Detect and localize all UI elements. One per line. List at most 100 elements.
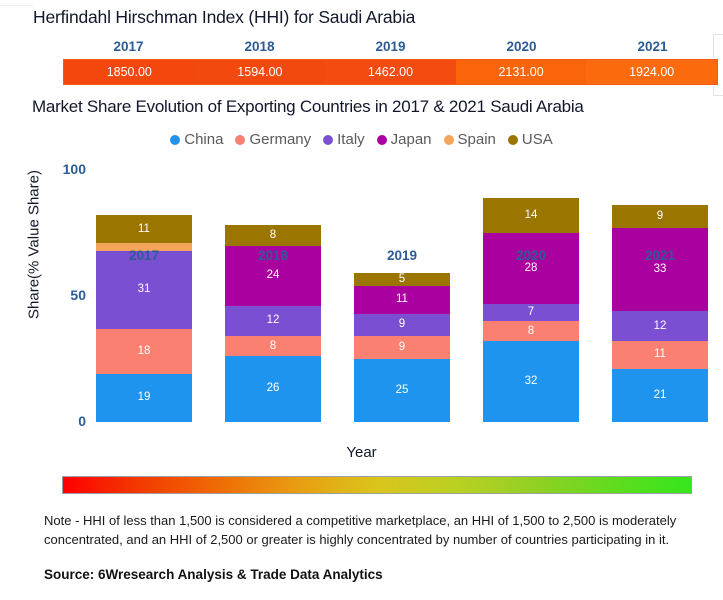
chart-title: Market Share Evolution of Exporting Coun… xyxy=(32,97,584,116)
hhi-concentration-scale-bar xyxy=(62,476,692,494)
x-axis-tick-2018: 2018 xyxy=(257,248,289,263)
bar-segment-germany-2020[interactable]: 8 xyxy=(483,321,579,342)
hhi-value-2018: 1594.00 xyxy=(194,60,326,84)
bar-value-label: 7 xyxy=(527,305,535,318)
legend-swatch-spain-icon xyxy=(443,134,454,145)
bar-value-label: 18 xyxy=(137,344,151,357)
bar-value-label: 9 xyxy=(398,340,406,353)
legend-item-usa[interactable]: USA xyxy=(507,131,553,148)
x-axis-tick-2019: 2019 xyxy=(386,248,418,263)
bar-stack-2017[interactable]: 19 18 31 11 xyxy=(96,215,192,422)
bar-value-label: 8 xyxy=(269,339,277,352)
bar-segment-china-2017[interactable]: 19 xyxy=(96,374,192,422)
bar-group-2018: 26 8 12 24 8 2018 xyxy=(225,225,321,422)
legend-item-japan[interactable]: Japan xyxy=(376,131,432,148)
bar-stack-2019[interactable]: 25 9 9 11 5 xyxy=(354,273,450,422)
legend-item-spain[interactable]: Spain xyxy=(443,131,496,148)
bar-value-label: 11 xyxy=(396,293,408,306)
bar-value-label: 19 xyxy=(137,391,151,404)
bar-segment-japan-2020[interactable]: 28 xyxy=(483,233,579,304)
legend-label: Japan xyxy=(390,131,432,148)
x-axis-tick-2021: 2021 xyxy=(644,248,676,263)
legend-item-china[interactable]: China xyxy=(170,131,223,148)
bar-group-2021: 21 11 12 33 9 2021 xyxy=(612,205,708,422)
hhi-value-band: 1850.00 1594.00 1462.00 2131.00 1924.00 xyxy=(63,59,718,85)
bar-value-label: 33 xyxy=(653,262,667,275)
bar-segment-germany-2019[interactable]: 9 xyxy=(354,336,450,359)
bar-value-label: 12 xyxy=(266,314,280,327)
legend-label: Spain xyxy=(457,131,496,148)
legend-label: Germany xyxy=(249,131,312,148)
hhi-year-header-row: 2017 2018 2019 2020 2021 xyxy=(63,36,718,58)
hhi-year-2020: 2020 xyxy=(506,39,537,54)
bar-value-label: 25 xyxy=(395,383,409,396)
x-axis-tick-2017: 2017 xyxy=(128,248,160,263)
legend-swatch-usa-icon xyxy=(507,134,518,145)
bar-value-label: 24 xyxy=(266,269,280,282)
bar-segment-japan-2019[interactable]: 11 xyxy=(354,285,450,314)
legend-swatch-japan-icon xyxy=(376,134,387,145)
bar-value-label: 8 xyxy=(269,228,277,241)
source-text: Source: 6Wresearch Analysis & Trade Data… xyxy=(44,567,383,582)
bar-value-label: 11 xyxy=(654,348,666,361)
y-axis-tick-100: 100 xyxy=(62,161,86,177)
bar-segment-china-2019[interactable]: 25 xyxy=(354,359,450,422)
bar-segment-germany-2017[interactable]: 18 xyxy=(96,328,192,375)
legend-swatch-germany-icon xyxy=(235,134,246,145)
bar-segment-italy-2017[interactable]: 31 xyxy=(96,250,192,329)
bar-segment-usa-2019[interactable]: 5 xyxy=(354,273,450,286)
bar-segment-japan-2021[interactable]: 33 xyxy=(612,227,708,312)
legend-label: USA xyxy=(521,131,553,148)
bar-value-label: 14 xyxy=(524,208,538,221)
bar-segment-italy-2020[interactable]: 7 xyxy=(483,303,579,322)
bar-stack-2021[interactable]: 21 11 12 33 9 xyxy=(612,205,708,422)
hhi-year-2021: 2021 xyxy=(637,39,668,54)
bar-segment-usa-2018[interactable]: 8 xyxy=(225,225,321,246)
legend-swatch-italy-icon xyxy=(323,134,334,145)
bar-segment-china-2018[interactable]: 26 xyxy=(225,356,321,422)
bar-segment-germany-2021[interactable]: 11 xyxy=(612,341,708,370)
bar-segment-usa-2020[interactable]: 14 xyxy=(483,197,579,234)
x-axis-tick-2020: 2020 xyxy=(515,248,547,263)
top-edge-artifact xyxy=(0,0,34,6)
bar-value-label: 32 xyxy=(524,374,538,387)
bar-group-2020: 32 8 7 28 14 2020 xyxy=(483,197,579,422)
bar-value-label: 26 xyxy=(266,382,280,395)
bar-stack-2018[interactable]: 26 8 12 24 8 xyxy=(225,225,321,422)
bar-segment-spain-2017[interactable] xyxy=(96,243,192,251)
bar-value-label: 9 xyxy=(398,318,406,331)
hhi-value-2017: 1850.00 xyxy=(64,60,195,84)
bar-segment-italy-2019[interactable]: 9 xyxy=(354,313,450,337)
legend-label: China xyxy=(184,131,224,148)
bar-segment-italy-2021[interactable]: 12 xyxy=(612,311,708,342)
bar-segment-china-2021[interactable]: 21 xyxy=(612,369,708,422)
bar-value-label: 31 xyxy=(137,282,151,295)
bar-segment-usa-2021[interactable]: 9 xyxy=(612,205,708,228)
bar-value-label: 11 xyxy=(138,222,150,235)
footnote-text: Note - HHI of less than 1,500 is conside… xyxy=(44,513,677,547)
legend-item-italy[interactable]: Italy xyxy=(323,131,365,148)
hhi-year-2019: 2019 xyxy=(375,39,406,54)
bar-value-label: 21 xyxy=(653,388,667,401)
bar-segment-japan-2018[interactable]: 24 xyxy=(225,245,321,307)
bar-value-label: 28 xyxy=(524,261,538,274)
y-axis-tick-50: 50 xyxy=(70,287,86,303)
hhi-panel-title: Herfindahl Hirschman Index (HHI) for Sau… xyxy=(33,7,416,27)
x-axis-title: Year xyxy=(346,444,377,461)
bar-segment-china-2020[interactable]: 32 xyxy=(483,341,579,422)
legend-item-germany[interactable]: Germany xyxy=(235,131,311,148)
bar-group-2019: 25 9 9 11 5 2019 xyxy=(354,244,450,422)
bar-value-label: 12 xyxy=(653,319,667,332)
bar-value-label: 5 xyxy=(398,273,406,285)
chart-plot-area: Share(% Value Share) Year 100 50 0 19 18 31 11… xyxy=(26,161,708,461)
bar-segment-italy-2018[interactable]: 12 xyxy=(225,306,321,337)
bar-segment-usa-2017[interactable]: 11 xyxy=(96,215,192,244)
bar-segment-germany-2018[interactable]: 8 xyxy=(225,336,321,357)
bar-group-2017: 19 18 31 11 2017 xyxy=(96,215,192,422)
legend-label: Italy xyxy=(337,131,365,148)
hhi-year-2018: 2018 xyxy=(244,39,275,54)
bar-stack-2020[interactable]: 32 8 7 28 14 xyxy=(483,197,579,422)
hhi-value-2020: 2131.00 xyxy=(455,60,587,84)
y-axis-tick-0: 0 xyxy=(78,413,86,429)
bar-value-label: 9 xyxy=(656,209,664,222)
